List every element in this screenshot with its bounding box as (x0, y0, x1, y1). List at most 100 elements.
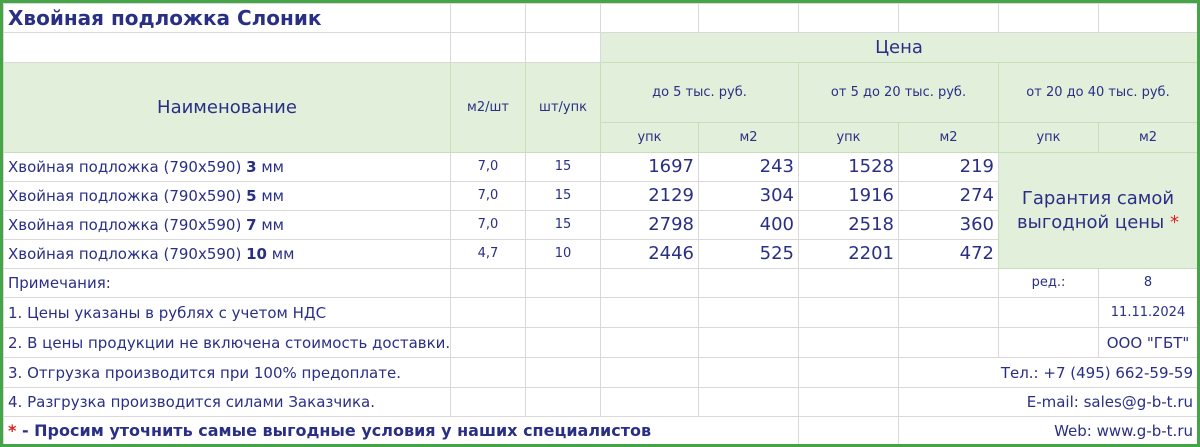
tbody: Примечания: ред.: 8 1. Цены указаны в рубл… (3, 268, 1197, 444)
name: Хвойная подложка (790x590) (8, 216, 242, 234)
date: 11.11.2024 (1098, 297, 1197, 328)
price: 472 (898, 239, 999, 269)
thickness: 3 (246, 158, 257, 176)
note: 2. В цены продукции не включена стоимост… (3, 327, 451, 358)
footer-text: - Просим уточнить самые выгодные условия… (21, 421, 652, 440)
pieces-per-pack: 10 (525, 239, 601, 269)
unit-header: м2 (698, 122, 799, 153)
cell (450, 3, 526, 33)
row: Хвойная подложка (790x590) 7 мм 7,0 15 2798… (3, 210, 1198, 240)
footer-mark: * (8, 421, 17, 440)
cell (898, 327, 999, 358)
tr: 1. Цены указаны в рублях с учетом НДС 11.… (3, 297, 1197, 328)
company: ООО "ГБТ" (1098, 327, 1197, 358)
name: Хвойная подложка (790x590) (8, 245, 242, 263)
notes-title: Примечания: (3, 268, 451, 298)
unit-header: упк (998, 122, 1099, 153)
tr: 3. Отгрузка производится при 100% предоп… (3, 357, 1197, 388)
product-name: Хвойная подложка (790x590) 7 мм (3, 210, 451, 240)
title: Хвойная подложка Слоник (3, 3, 451, 33)
pieces-per-pack: 15 (525, 152, 601, 182)
range-header: от 5 до 20 тыс. руб. (798, 62, 999, 123)
web: Web: www.g-b-t.ru (898, 416, 1197, 444)
m2-header: м2/шт (450, 62, 526, 153)
row: Хвойная подложка (790x590) 10 мм 4,7 10 244… (3, 239, 1198, 269)
cell (525, 297, 601, 328)
guarantee-mark: * (1169, 211, 1179, 233)
cell (450, 327, 526, 358)
price: 2201 (798, 239, 899, 269)
cell (450, 268, 526, 298)
tr: Примечания: ред.: 8 (3, 268, 1197, 298)
cell (798, 416, 899, 444)
price: 1916 (798, 181, 899, 211)
m2-per-piece: 4,7 (450, 239, 526, 269)
footer: * - Просим уточнить самые выгодные услов… (3, 416, 799, 444)
cell (798, 327, 899, 358)
note: 1. Цены указаны в рублях с учетом НДС (3, 297, 451, 328)
price: 274 (898, 181, 999, 211)
cell (698, 327, 799, 358)
product-name: Хвойная подложка (790x590) 3 мм (3, 152, 451, 182)
thickness: 5 (246, 187, 257, 205)
cell (898, 297, 999, 328)
price: 2518 (798, 210, 899, 240)
cell (525, 387, 601, 417)
thickness: 7 (246, 216, 257, 234)
cell (898, 268, 999, 298)
cell (450, 32, 526, 63)
price: 400 (698, 210, 799, 240)
guarantee: Гарантия самой выгодной цены * (998, 152, 1197, 269)
price: 1528 (798, 152, 899, 182)
cell (600, 268, 699, 298)
unit-header: упк (600, 122, 699, 153)
unit: мм (271, 245, 295, 263)
price: 2129 (600, 181, 699, 211)
guarantee-text: Гарантия самой выгодной цены (1017, 187, 1175, 233)
name: Хвойная подложка (790x590) (8, 187, 242, 205)
cell (525, 327, 601, 358)
cell (698, 268, 799, 298)
pack-header: шт/упк (525, 62, 601, 153)
price: 525 (698, 239, 799, 269)
row: Хвойная подложка (790x590) 3 мм 7,0 15 1697… (3, 152, 1197, 269)
cell (3, 32, 451, 63)
email: E-mail: sales@g-b-t.ru (898, 387, 1197, 417)
range-header: от 20 до 40 тыс. руб. (998, 62, 1197, 123)
name-header: Наименование (3, 62, 451, 153)
cell (998, 327, 1099, 358)
cell (600, 387, 699, 417)
unit-header: упк (798, 122, 899, 153)
cell (798, 268, 899, 298)
tr: 2. В цены продукции не включена стоимост… (3, 327, 1197, 358)
cell (450, 387, 526, 417)
cell (600, 297, 699, 328)
tr: Цена (3, 32, 1197, 63)
price-header: Цена (600, 32, 1197, 63)
unit-header: м2 (898, 122, 999, 153)
tr: упк м2 упк м2 упк м2 (4, 122, 1197, 153)
tr: Хвойная подложка Слоник (3, 3, 1197, 33)
cell (600, 3, 699, 33)
thickness: 10 (246, 245, 267, 263)
unit-header: м2 (1098, 122, 1197, 153)
cell (525, 357, 601, 388)
pieces-per-pack: 15 (525, 210, 601, 240)
cell (525, 268, 601, 298)
cell (1098, 3, 1197, 33)
product-name: Хвойная подложка (790x590) 5 мм (3, 181, 451, 211)
cell (798, 297, 899, 328)
cell (698, 387, 799, 417)
cell (898, 3, 999, 33)
cell (998, 297, 1099, 328)
tbody: Хвойная подложка (790x590) 3 мм 7,0 15 1697… (3, 152, 1198, 269)
cell (798, 357, 899, 388)
tr: * - Просим уточнить самые выгодные услов… (3, 416, 1197, 444)
price: 1697 (600, 152, 699, 182)
phone: Тел.: +7 (495) 662-59-59 (898, 357, 1197, 388)
product-name: Хвойная подложка (790x590) 10 мм (3, 239, 451, 269)
rev: 8 (1098, 268, 1197, 298)
cell (698, 297, 799, 328)
cell (600, 327, 699, 358)
